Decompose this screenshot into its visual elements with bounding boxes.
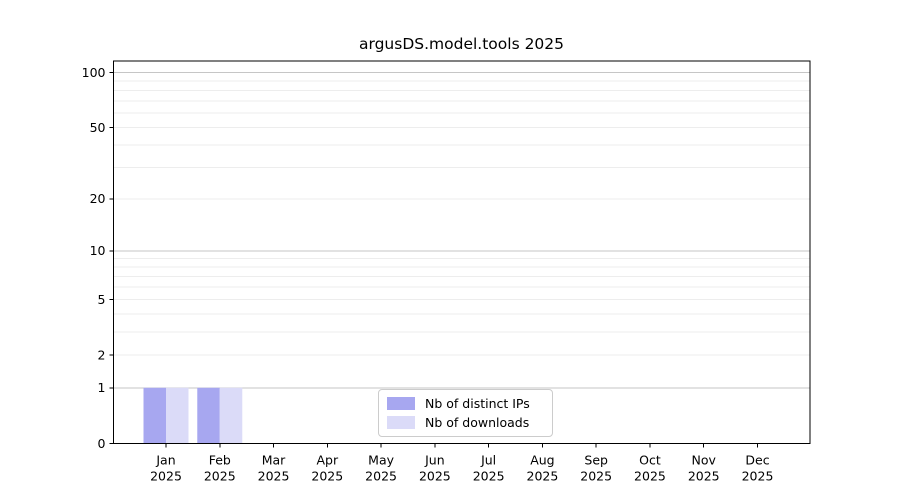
y-tick-label: 50 [90, 120, 106, 135]
bar-nb-of-downloads-jan [166, 387, 189, 444]
x-tick-label-month: Oct [639, 453, 661, 468]
legend-swatch-distinct-ips [387, 397, 415, 410]
x-tick-label-month: Jan [155, 453, 175, 468]
x-tick-label-year: 2025 [580, 469, 612, 484]
chart-legend: Nb of distinct IPs Nb of downloads [378, 389, 553, 437]
legend-item-downloads: Nb of downloads [387, 415, 544, 430]
x-tick-label-month: Jun [424, 453, 445, 468]
x-tick-label-month: Jul [480, 453, 496, 468]
x-tick-label-month: Dec [745, 453, 769, 468]
plot-border [113, 60, 811, 444]
bar-nb-of-distinct-ips-feb [197, 387, 220, 444]
y-tick-label: 10 [90, 243, 106, 258]
y-tick-label: 5 [98, 292, 106, 307]
bar-nb-of-distinct-ips-jan [143, 387, 166, 444]
legend-item-distinct-ips: Nb of distinct IPs [387, 396, 544, 411]
y-tick-label: 1 [98, 380, 106, 395]
x-tick-label-month: Sep [584, 453, 608, 468]
x-tick-label-year: 2025 [311, 469, 343, 484]
x-tick-label-year: 2025 [204, 469, 236, 484]
y-tick-label: 100 [82, 65, 106, 80]
x-tick-label-year: 2025 [527, 469, 559, 484]
legend-swatch-downloads [387, 416, 415, 429]
x-tick-label-month: Aug [530, 453, 554, 468]
y-tick-label: 0 [98, 436, 106, 451]
x-tick-label-month: Mar [262, 453, 286, 468]
chart-title: argusDS.model.tools 2025 [358, 35, 565, 53]
x-tick-label-year: 2025 [150, 469, 182, 484]
x-tick-label-month: Feb [209, 453, 231, 468]
x-tick-label-year: 2025 [365, 469, 397, 484]
x-tick-label-year: 2025 [258, 469, 290, 484]
x-tick-label-year: 2025 [742, 469, 774, 484]
bar-nb-of-downloads-feb [219, 387, 243, 444]
x-tick-label-month: Apr [317, 453, 339, 468]
x-tick-label-month: May [368, 453, 394, 468]
x-tick-label-year: 2025 [419, 469, 451, 484]
x-tick-label-year: 2025 [634, 469, 666, 484]
y-tick-label: 20 [90, 191, 106, 206]
x-tick-label-month: Nov [692, 453, 717, 468]
y-tick-label: 2 [98, 347, 106, 362]
legend-label-downloads: Nb of downloads [425, 415, 530, 430]
x-tick-label-year: 2025 [473, 469, 505, 484]
legend-label-distinct-ips: Nb of distinct IPs [425, 396, 530, 411]
x-tick-label-year: 2025 [688, 469, 720, 484]
